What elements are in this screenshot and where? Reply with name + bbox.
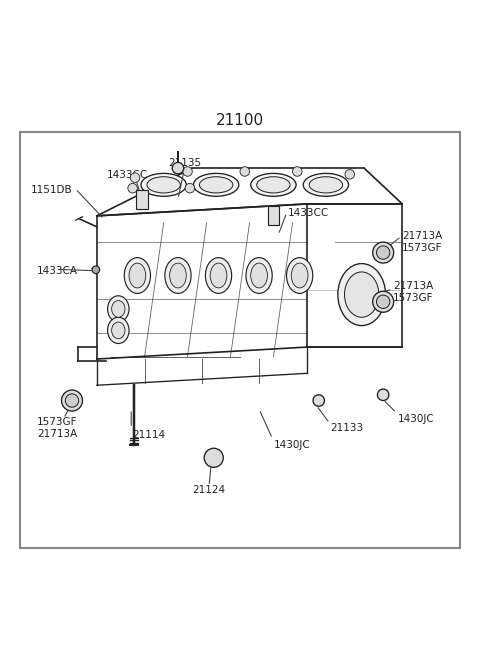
Ellipse shape	[141, 173, 186, 196]
Circle shape	[376, 295, 390, 308]
Text: 21713A
1573GF: 21713A 1573GF	[393, 281, 433, 303]
Circle shape	[313, 395, 324, 406]
Ellipse shape	[287, 258, 313, 293]
Circle shape	[92, 266, 100, 274]
Text: 1433CA: 1433CA	[37, 266, 78, 276]
Text: 1573GF
21713A: 1573GF 21713A	[37, 417, 78, 439]
Text: 21100: 21100	[216, 113, 264, 128]
FancyBboxPatch shape	[136, 190, 148, 209]
Ellipse shape	[124, 258, 151, 293]
Ellipse shape	[147, 176, 180, 193]
Circle shape	[372, 242, 394, 263]
Circle shape	[183, 167, 192, 176]
Ellipse shape	[251, 173, 296, 196]
Ellipse shape	[129, 263, 146, 288]
Circle shape	[376, 246, 390, 259]
Ellipse shape	[309, 176, 343, 193]
Circle shape	[185, 184, 195, 193]
Circle shape	[372, 291, 394, 312]
Ellipse shape	[205, 258, 232, 293]
Circle shape	[61, 390, 83, 411]
Ellipse shape	[193, 173, 239, 196]
Circle shape	[345, 169, 355, 179]
Ellipse shape	[112, 322, 125, 338]
Ellipse shape	[165, 258, 191, 293]
Text: 21133: 21133	[331, 423, 364, 433]
Ellipse shape	[108, 318, 129, 344]
Ellipse shape	[291, 263, 308, 288]
Text: 1430JC: 1430JC	[397, 414, 434, 424]
Text: 1430JC: 1430JC	[274, 440, 310, 450]
Text: 21124: 21124	[192, 485, 226, 495]
Ellipse shape	[112, 300, 125, 318]
Circle shape	[172, 163, 184, 174]
Ellipse shape	[251, 263, 267, 288]
Text: 1151DB: 1151DB	[31, 184, 72, 195]
Ellipse shape	[108, 296, 129, 322]
Text: 21713A
1573GF: 21713A 1573GF	[402, 232, 443, 253]
Ellipse shape	[303, 173, 348, 196]
Circle shape	[240, 167, 250, 176]
Ellipse shape	[338, 264, 385, 325]
Ellipse shape	[345, 272, 379, 318]
Circle shape	[377, 389, 389, 401]
Ellipse shape	[246, 258, 272, 293]
Ellipse shape	[257, 176, 290, 193]
Circle shape	[292, 167, 302, 176]
FancyBboxPatch shape	[268, 206, 279, 226]
Text: 1433CC: 1433CC	[107, 171, 148, 180]
Ellipse shape	[199, 176, 233, 193]
Circle shape	[128, 184, 137, 193]
Ellipse shape	[210, 263, 227, 288]
Text: 21114: 21114	[132, 430, 166, 440]
Circle shape	[204, 448, 223, 467]
Circle shape	[130, 173, 140, 182]
Text: 21135: 21135	[168, 158, 202, 169]
Ellipse shape	[169, 263, 186, 288]
Circle shape	[65, 394, 79, 407]
Text: 1433CC: 1433CC	[288, 209, 329, 218]
